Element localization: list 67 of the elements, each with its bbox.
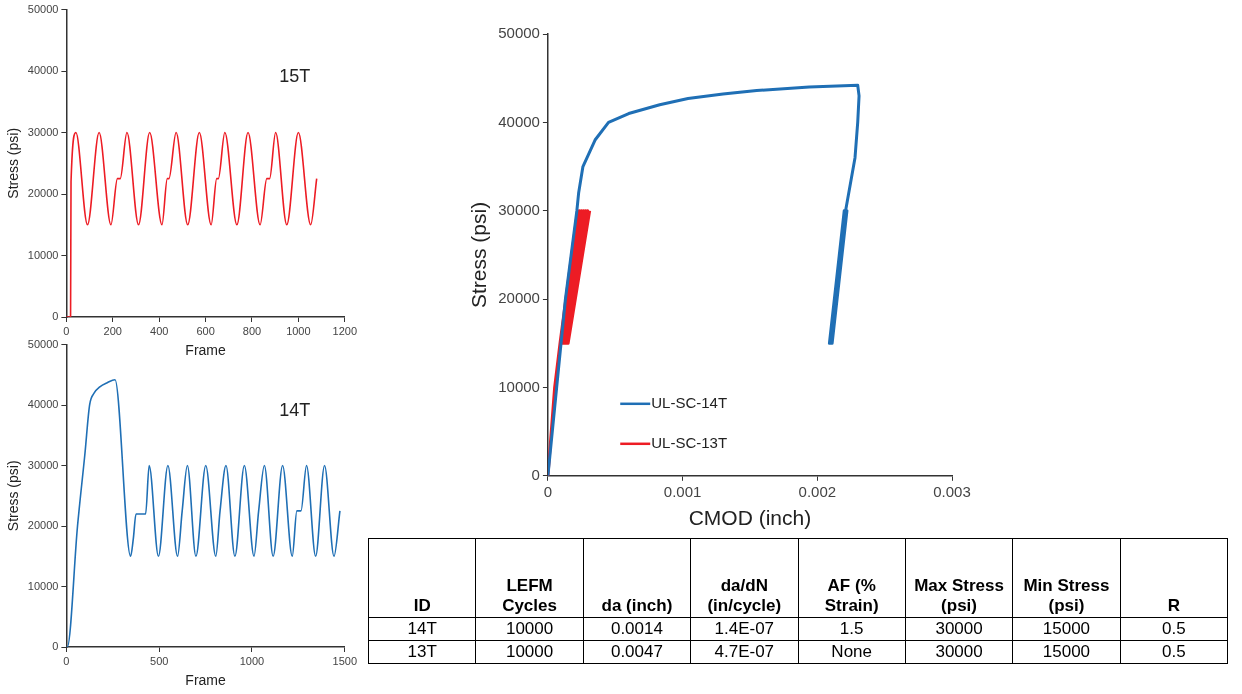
line-series xyxy=(66,131,318,317)
y-tick-label: 50000 xyxy=(498,24,540,42)
x-axis-title: Frame xyxy=(185,672,227,689)
y-tick-label: 20000 xyxy=(498,289,540,307)
annotation: 15T xyxy=(279,66,311,87)
text: 1.5 xyxy=(839,619,864,638)
x-tick-label: 0.002 xyxy=(798,482,837,500)
x-tick-label: 1000 xyxy=(239,654,265,667)
x-tick-label: 800 xyxy=(242,324,262,337)
x-tick-label: 0 xyxy=(63,324,70,337)
x-tick-label: 0.003 xyxy=(933,482,971,500)
y-tick-label: 40000 xyxy=(498,112,540,130)
y-axis-title: Stress (psi) xyxy=(467,201,491,308)
y-axis-title: Stress (psi) xyxy=(5,460,22,532)
text: 15000 xyxy=(1042,642,1091,661)
text: 0.0047 xyxy=(610,642,663,661)
text: 15000 xyxy=(1042,619,1091,638)
x-axis-title: CMOD (inch) xyxy=(688,506,812,530)
x-tick-label: 1500 xyxy=(332,654,358,667)
y-tick-label: 30000 xyxy=(498,200,540,218)
text: 0.0014 xyxy=(610,619,663,638)
category-label: Max Stress (psi) xyxy=(905,538,1013,618)
y-tick-label: 0 xyxy=(531,465,540,483)
category-label: LEFM Cycles xyxy=(475,538,584,618)
x-tick-label: 0 xyxy=(63,654,70,667)
y-tick-label: 20000 xyxy=(27,187,59,200)
y-tick-label: 10000 xyxy=(27,579,59,592)
text: 0.5 xyxy=(1161,642,1186,661)
y-tick-label: 30000 xyxy=(27,458,59,471)
x-tick-label: 1000 xyxy=(286,324,311,337)
text: 1.4E-07 xyxy=(714,619,775,638)
text: 4.7E-07 xyxy=(714,642,775,661)
category-label: da (inch) xyxy=(583,538,691,618)
x-tick-label: 400 xyxy=(150,324,169,337)
category-label: ID xyxy=(368,538,476,618)
x-tick-label: 500 xyxy=(150,654,169,667)
y-tick-label: 30000 xyxy=(27,125,59,138)
text: 14T xyxy=(407,619,437,638)
line-series xyxy=(66,378,341,647)
y-tick-label: 0 xyxy=(52,640,59,653)
annotation: 14T xyxy=(279,400,311,421)
x-tick-label: 1200 xyxy=(332,324,358,337)
text: 0.5 xyxy=(1161,619,1186,638)
x-tick-label: 200 xyxy=(103,324,122,337)
x-tick-label: 0 xyxy=(543,482,553,500)
y-tick-label: 10000 xyxy=(27,248,59,261)
category-label: da/dN (in/cycle) xyxy=(690,538,798,618)
y-tick-label: 0 xyxy=(52,310,59,323)
text: 30000 xyxy=(935,619,983,638)
y-tick-label: 20000 xyxy=(27,519,59,532)
y-tick-label: 50000 xyxy=(27,2,59,15)
y-tick-label: 10000 xyxy=(498,377,540,395)
x-tick-label: 0.001 xyxy=(663,482,702,500)
y-tick-label: 50000 xyxy=(27,337,59,350)
y-axis-title: Stress (psi) xyxy=(5,127,22,199)
y-tick-label: 40000 xyxy=(27,398,59,411)
category-label: Min Stress (psi) xyxy=(1012,538,1121,618)
legend-label: UL-SC-13T xyxy=(651,433,728,451)
text: 30000 xyxy=(935,642,983,661)
x-tick-label: 600 xyxy=(196,324,215,337)
x-axis-title: Frame xyxy=(185,342,227,359)
text: 13T xyxy=(407,642,437,661)
text: None xyxy=(831,642,872,661)
legend-label: UL-SC-14T xyxy=(651,393,728,411)
category-label: AF (% Strain) xyxy=(798,538,906,618)
category-label: R xyxy=(1120,538,1228,618)
y-tick-label: 40000 xyxy=(27,64,59,77)
